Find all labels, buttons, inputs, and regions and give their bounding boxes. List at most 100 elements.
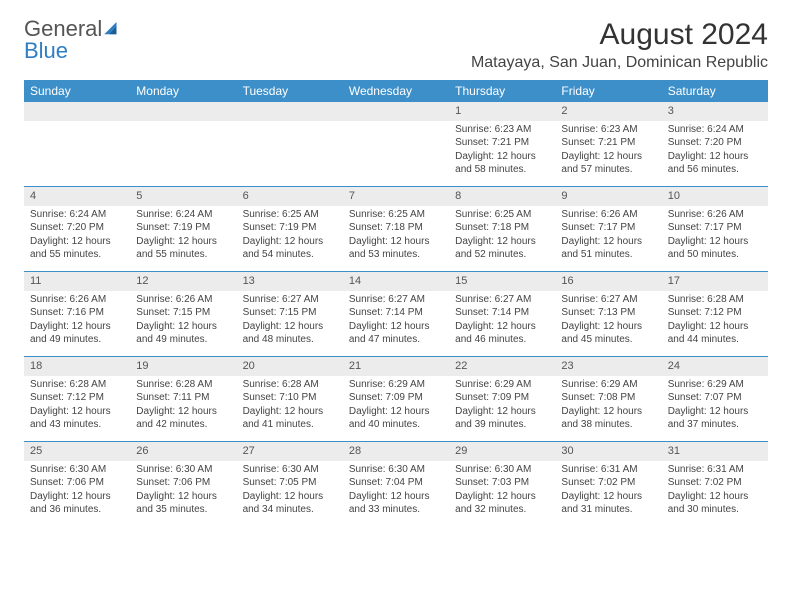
day-cell: 1Sunrise: 6:23 AMSunset: 7:21 PMDaylight…: [449, 102, 555, 186]
day-details: Sunrise: 6:30 AMSunset: 7:05 PMDaylight:…: [237, 461, 343, 521]
day-cell: 18Sunrise: 6:28 AMSunset: 7:12 PMDayligh…: [24, 357, 130, 441]
day-cell: 29Sunrise: 6:30 AMSunset: 7:03 PMDayligh…: [449, 442, 555, 526]
day-cell: 19Sunrise: 6:28 AMSunset: 7:11 PMDayligh…: [130, 357, 236, 441]
weekday-label: Sunday: [24, 80, 130, 102]
daylight-text: Daylight: 12 hours and 58 minutes.: [455, 150, 549, 177]
daylight-text: Daylight: 12 hours and 52 minutes.: [455, 235, 549, 262]
weekday-label: Wednesday: [343, 80, 449, 102]
sunrise-text: Sunrise: 6:24 AM: [136, 208, 230, 222]
sunrise-text: Sunrise: 6:28 AM: [136, 378, 230, 392]
calendar: Sunday Monday Tuesday Wednesday Thursday…: [24, 80, 768, 526]
sunrise-text: Sunrise: 6:28 AM: [30, 378, 124, 392]
day-cell: 30Sunrise: 6:31 AMSunset: 7:02 PMDayligh…: [555, 442, 661, 526]
day-number: [343, 102, 449, 121]
week-row: 11Sunrise: 6:26 AMSunset: 7:16 PMDayligh…: [24, 271, 768, 356]
daylight-text: Daylight: 12 hours and 55 minutes.: [136, 235, 230, 262]
day-details: Sunrise: 6:29 AMSunset: 7:07 PMDaylight:…: [662, 376, 768, 436]
sunset-text: Sunset: 7:19 PM: [243, 221, 337, 235]
day-cell: [130, 102, 236, 186]
sunset-text: Sunset: 7:14 PM: [349, 306, 443, 320]
day-number: 1: [449, 102, 555, 121]
day-cell: 12Sunrise: 6:26 AMSunset: 7:15 PMDayligh…: [130, 272, 236, 356]
sunset-text: Sunset: 7:12 PM: [668, 306, 762, 320]
sunset-text: Sunset: 7:20 PM: [30, 221, 124, 235]
day-cell: 22Sunrise: 6:29 AMSunset: 7:09 PMDayligh…: [449, 357, 555, 441]
day-details: Sunrise: 6:24 AMSunset: 7:19 PMDaylight:…: [130, 206, 236, 266]
day-cell: 25Sunrise: 6:30 AMSunset: 7:06 PMDayligh…: [24, 442, 130, 526]
sunset-text: Sunset: 7:12 PM: [30, 391, 124, 405]
daylight-text: Daylight: 12 hours and 31 minutes.: [561, 490, 655, 517]
day-cell: 26Sunrise: 6:30 AMSunset: 7:06 PMDayligh…: [130, 442, 236, 526]
day-cell: 14Sunrise: 6:27 AMSunset: 7:14 PMDayligh…: [343, 272, 449, 356]
day-cell: 31Sunrise: 6:31 AMSunset: 7:02 PMDayligh…: [662, 442, 768, 526]
day-number: 21: [343, 357, 449, 376]
sunset-text: Sunset: 7:15 PM: [243, 306, 337, 320]
day-details: Sunrise: 6:26 AMSunset: 7:17 PMDaylight:…: [555, 206, 661, 266]
day-cell: [24, 102, 130, 186]
day-details: Sunrise: 6:26 AMSunset: 7:16 PMDaylight:…: [24, 291, 130, 351]
sunset-text: Sunset: 7:03 PM: [455, 476, 549, 490]
sunrise-text: Sunrise: 6:30 AM: [349, 463, 443, 477]
daylight-text: Daylight: 12 hours and 50 minutes.: [668, 235, 762, 262]
day-details: Sunrise: 6:29 AMSunset: 7:08 PMDaylight:…: [555, 376, 661, 436]
sunrise-text: Sunrise: 6:28 AM: [668, 293, 762, 307]
day-number: 14: [343, 272, 449, 291]
sunset-text: Sunset: 7:05 PM: [243, 476, 337, 490]
daylight-text: Daylight: 12 hours and 40 minutes.: [349, 405, 443, 432]
day-details: Sunrise: 6:30 AMSunset: 7:06 PMDaylight:…: [130, 461, 236, 521]
daylight-text: Daylight: 12 hours and 49 minutes.: [30, 320, 124, 347]
day-cell: 3Sunrise: 6:24 AMSunset: 7:20 PMDaylight…: [662, 102, 768, 186]
day-number: 26: [130, 442, 236, 461]
day-cell: [237, 102, 343, 186]
day-cell: 20Sunrise: 6:28 AMSunset: 7:10 PMDayligh…: [237, 357, 343, 441]
sunrise-text: Sunrise: 6:23 AM: [561, 123, 655, 137]
day-cell: 6Sunrise: 6:25 AMSunset: 7:19 PMDaylight…: [237, 187, 343, 271]
day-details: Sunrise: 6:23 AMSunset: 7:21 PMDaylight:…: [449, 121, 555, 181]
sunset-text: Sunset: 7:06 PM: [136, 476, 230, 490]
week-row: 18Sunrise: 6:28 AMSunset: 7:12 PMDayligh…: [24, 356, 768, 441]
day-number: 7: [343, 187, 449, 206]
day-number: 25: [24, 442, 130, 461]
day-details: Sunrise: 6:24 AMSunset: 7:20 PMDaylight:…: [24, 206, 130, 266]
day-number: 10: [662, 187, 768, 206]
day-details: Sunrise: 6:28 AMSunset: 7:12 PMDaylight:…: [24, 376, 130, 436]
sunset-text: Sunset: 7:18 PM: [349, 221, 443, 235]
weekday-label: Saturday: [662, 80, 768, 102]
sunrise-text: Sunrise: 6:30 AM: [455, 463, 549, 477]
sunrise-text: Sunrise: 6:24 AM: [30, 208, 124, 222]
day-number: 17: [662, 272, 768, 291]
daylight-text: Daylight: 12 hours and 49 minutes.: [136, 320, 230, 347]
day-cell: 5Sunrise: 6:24 AMSunset: 7:19 PMDaylight…: [130, 187, 236, 271]
daylight-text: Daylight: 12 hours and 41 minutes.: [243, 405, 337, 432]
day-number: 12: [130, 272, 236, 291]
day-cell: 9Sunrise: 6:26 AMSunset: 7:17 PMDaylight…: [555, 187, 661, 271]
sunrise-text: Sunrise: 6:27 AM: [455, 293, 549, 307]
sunrise-text: Sunrise: 6:24 AM: [668, 123, 762, 137]
day-number: 4: [24, 187, 130, 206]
day-number: 24: [662, 357, 768, 376]
day-cell: 21Sunrise: 6:29 AMSunset: 7:09 PMDayligh…: [343, 357, 449, 441]
day-number: 6: [237, 187, 343, 206]
daylight-text: Daylight: 12 hours and 42 minutes.: [136, 405, 230, 432]
sunrise-text: Sunrise: 6:26 AM: [30, 293, 124, 307]
day-cell: 23Sunrise: 6:29 AMSunset: 7:08 PMDayligh…: [555, 357, 661, 441]
day-cell: 27Sunrise: 6:30 AMSunset: 7:05 PMDayligh…: [237, 442, 343, 526]
sunrise-text: Sunrise: 6:25 AM: [455, 208, 549, 222]
day-number: 2: [555, 102, 661, 121]
sunrise-text: Sunrise: 6:27 AM: [349, 293, 443, 307]
day-number: 11: [24, 272, 130, 291]
week-row: 4Sunrise: 6:24 AMSunset: 7:20 PMDaylight…: [24, 186, 768, 271]
day-details: Sunrise: 6:26 AMSunset: 7:15 PMDaylight:…: [130, 291, 236, 351]
sunrise-text: Sunrise: 6:31 AM: [668, 463, 762, 477]
sunrise-text: Sunrise: 6:29 AM: [455, 378, 549, 392]
daylight-text: Daylight: 12 hours and 39 minutes.: [455, 405, 549, 432]
day-number: 18: [24, 357, 130, 376]
sunset-text: Sunset: 7:11 PM: [136, 391, 230, 405]
daylight-text: Daylight: 12 hours and 55 minutes.: [30, 235, 124, 262]
sunrise-text: Sunrise: 6:27 AM: [243, 293, 337, 307]
location-subtitle: Matayaya, San Juan, Dominican Republic: [471, 54, 768, 72]
sunset-text: Sunset: 7:09 PM: [455, 391, 549, 405]
sunrise-text: Sunrise: 6:27 AM: [561, 293, 655, 307]
sunrise-text: Sunrise: 6:25 AM: [243, 208, 337, 222]
daylight-text: Daylight: 12 hours and 32 minutes.: [455, 490, 549, 517]
